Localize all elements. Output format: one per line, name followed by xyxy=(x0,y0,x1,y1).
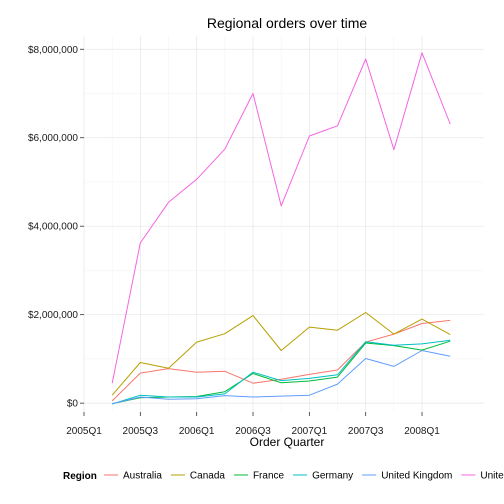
series-line-germany xyxy=(112,339,451,405)
plot-panel xyxy=(83,36,484,412)
y-axis: $0 $2,000,000 $4,000,000 $6,000,000 $8,000,0… xyxy=(28,45,84,410)
legend-label-france: France xyxy=(253,471,285,482)
x-tick-label: 2007Q1 xyxy=(292,426,328,437)
x-tick-label: 2005Q3 xyxy=(123,426,159,437)
x-axis: 2005Q1 2005Q3 2006Q1 2006Q3 2007Q1 2007Q3 2008… xyxy=(66,412,440,437)
series-line-united-states xyxy=(111,52,451,384)
y-tick-label: $8,000,000 xyxy=(28,45,78,56)
series-line-canada xyxy=(111,312,451,396)
legend-label-australia: Australia xyxy=(123,471,162,482)
legend-label-canada: Canada xyxy=(190,471,225,482)
x-tick-label: 2006Q3 xyxy=(235,426,271,437)
x-tick-label: 2007Q3 xyxy=(348,426,384,437)
legend-title: Region xyxy=(63,471,97,482)
y-tick-label: $6,000,000 xyxy=(28,133,78,144)
y-tick-label: $4,000,000 xyxy=(28,222,78,233)
chart-title: Regional orders over time xyxy=(207,15,368,31)
legend: Region Australia Canada France Germany Unite… xyxy=(63,471,504,483)
x-tick-label: 2005Q1 xyxy=(66,426,102,437)
y-tick-label: $2,000,000 xyxy=(28,310,78,321)
legend-label-united-states: United States xyxy=(480,471,504,482)
x-tick-label: 2006Q1 xyxy=(179,426,215,437)
legend-label-united-kingdom: United Kingdom xyxy=(381,471,452,482)
series-line-united-kingdom xyxy=(112,350,451,405)
legend-label-germany: Germany xyxy=(312,471,353,482)
x-tick-label: 2008Q1 xyxy=(404,426,440,437)
y-tick-label: $0 xyxy=(67,399,79,410)
x-axis-title: Order Quarter xyxy=(250,435,325,449)
